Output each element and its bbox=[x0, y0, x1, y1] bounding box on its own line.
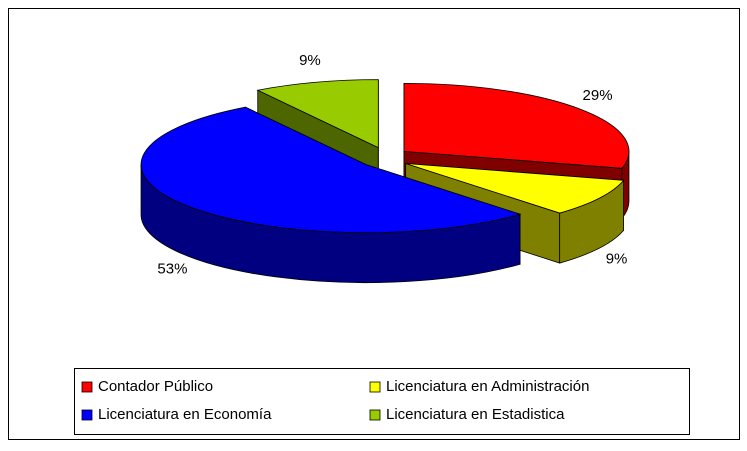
slice-top bbox=[256, 79, 379, 149]
slice-top bbox=[140, 106, 522, 234]
legend-label: Licenciatura en Economía bbox=[98, 406, 272, 423]
data-label: 29% bbox=[583, 87, 613, 104]
data-label: 9% bbox=[606, 250, 628, 267]
slice-top bbox=[403, 82, 630, 169]
pie-slice bbox=[140, 106, 522, 284]
data-label: 9% bbox=[299, 52, 321, 69]
legend-label: Licenciatura en Estadistica bbox=[386, 406, 565, 423]
slice-top bbox=[405, 163, 625, 214]
legend-label: Contador Público bbox=[98, 378, 213, 395]
legend-swatch bbox=[81, 409, 93, 421]
legend-swatch bbox=[369, 409, 381, 421]
legend-box bbox=[74, 368, 690, 435]
legend-label: Licenciatura en Administración bbox=[386, 378, 589, 395]
legend-swatch bbox=[369, 381, 381, 393]
legend-swatch bbox=[81, 381, 93, 393]
data-label: 53% bbox=[157, 261, 187, 278]
